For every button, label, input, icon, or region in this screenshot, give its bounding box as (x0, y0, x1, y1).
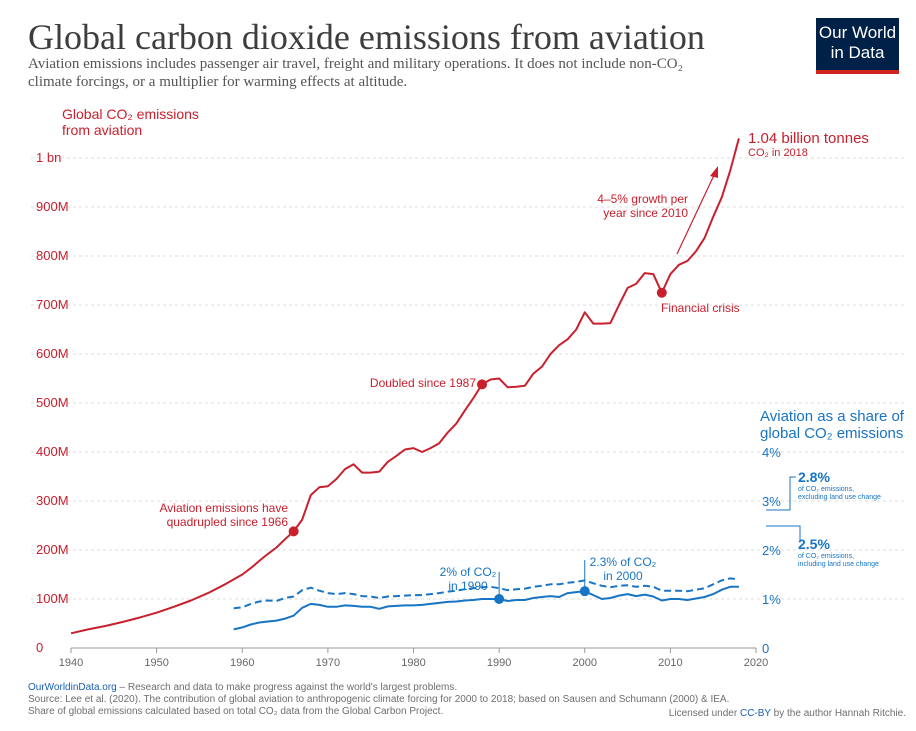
logo-accent-bar (816, 70, 899, 74)
right-tick-label: 1% (762, 592, 781, 607)
left-tick-label: 600M (36, 346, 69, 361)
end-label-emissions-value: 1.04 billion tonnes (748, 130, 869, 147)
chart-title: Global carbon dioxide emissions from avi… (28, 17, 705, 57)
logo-line-2: in Data (830, 43, 885, 62)
left-tick-label: 900M (36, 199, 69, 214)
left-tick-label: 700M (36, 297, 69, 312)
end-label-share-incl-note-2: including land use change (798, 561, 879, 568)
annotation-financial-crisis-line: Financial crisis (661, 301, 740, 315)
x-tick-label: 1990 (487, 657, 511, 669)
left-tick-label: 400M (36, 444, 69, 459)
footer-source: Source: Lee et al. (2020). The contribut… (28, 694, 730, 705)
annotation-2000: 2.3% of CO₂ in 2000 (590, 555, 657, 583)
annotation-growth-line: 4–5% growth per (597, 192, 688, 206)
emissions-line (70, 138, 740, 635)
left-axis-title: Global CO₂ emissions from aviation (62, 106, 199, 138)
annotation-quadrupled: Aviation emissions have quadrupled since … (159, 501, 288, 529)
subtitle-line-2: climate forcings, or a multiplier for wa… (28, 74, 408, 90)
annotation-doubled-line: Doubled since 1987 (370, 376, 476, 390)
left-tick-label: 200M (36, 542, 69, 557)
marker-2009 (656, 287, 667, 298)
annotation-1990: 2% of CO₂ in 1990 (440, 565, 497, 593)
right-axis-title: Aviation as a share of global CO₂ emissio… (760, 408, 905, 442)
left-tick-label: 500M (36, 395, 69, 410)
end-label-share-excl-note-2: excluding land use change (798, 494, 881, 501)
chart-subtitle: Aviation emissions includes passenger ai… (28, 55, 798, 91)
annotation-1990-line: in 1990 (448, 579, 488, 593)
chart-footer: OurWorldinData.org – Research and data t… (28, 682, 908, 718)
growth-arrow-line (676, 172, 716, 255)
left-axis-title-line: from aviation (62, 122, 142, 138)
license-link[interactable]: CC-BY (739, 708, 771, 719)
right-tick-label: 2% (762, 543, 781, 558)
license-prefix: Licensed under (668, 708, 740, 719)
right-tick-label: 4% (762, 445, 781, 460)
right-tick-label: 0 (762, 641, 769, 656)
right-axis-title-line: Aviation as a share of (760, 408, 905, 425)
annotation-financial-crisis: Financial crisis (661, 301, 740, 315)
marker-1988 (477, 379, 487, 390)
growth-arrowhead (710, 166, 718, 178)
end-label-share-incl-value: 2.5% (798, 536, 830, 552)
owid-link[interactable]: OurWorldinData.org (28, 682, 117, 693)
left-tick-label: 800M (36, 248, 69, 263)
annotation-doubled: Doubled since 1987 (370, 376, 476, 390)
logo-line-1: Our World (818, 23, 897, 42)
annotation-growth-line: year since 2010 (603, 206, 688, 220)
bracket-incl (766, 525, 801, 540)
annotation-2000-line: in 2000 (603, 569, 643, 583)
share-excl-land-use-line (233, 577, 740, 610)
bracket-excl (766, 476, 796, 511)
x-tick-label: 2020 (744, 657, 768, 669)
annotation-2000-line: 2.3% of CO₂ (590, 555, 657, 569)
x-tick-label: 1940 (59, 657, 83, 669)
license-text: Licensed under CC-BY by the author Hanna… (669, 708, 906, 719)
annotation-growth: 4–5% growth per year since 2010 (597, 192, 688, 220)
marker-1966 (288, 526, 299, 537)
x-tick-label: 1980 (401, 657, 425, 669)
x-tick-label: 2010 (658, 657, 682, 669)
share-incl-land-use-line (233, 585, 739, 631)
footer-tagline: – Research and data to make progress aga… (116, 682, 458, 693)
left-tick-label: 300M (36, 493, 69, 508)
right-axis-title-line: global CO₂ emissions (760, 425, 903, 442)
left-tick-label: 0 (36, 640, 43, 655)
end-label-emissions-unit: CO₂ in 2018 (748, 147, 808, 159)
left-axis-title-line: Global CO₂ emissions (62, 106, 199, 122)
end-label-share-incl-note-1: of CO₂ emissions, (798, 553, 854, 560)
x-tick-label: 2000 (573, 657, 597, 669)
annotation-1990-line: 2% of CO₂ (440, 565, 497, 579)
left-tick-label: 1 bn (36, 150, 61, 165)
footer-tagline-line: OurWorldinData.org – Research and data t… (28, 682, 908, 694)
owid-logo[interactable]: Our World in Data (816, 18, 899, 74)
right-tick-label: 3% (762, 494, 781, 509)
annotation-quadrupled-line: Aviation emissions have (159, 501, 288, 515)
x-tick-label: 1960 (230, 657, 254, 669)
x-tick-label: 1950 (144, 657, 168, 669)
footer-note: Share of global emissions calculated bas… (28, 706, 444, 717)
end-label-share-excl-value: 2.8% (798, 469, 830, 485)
x-tick-label: 1970 (316, 657, 340, 669)
annotation-quadrupled-line: quadrupled since 1966 (167, 515, 289, 529)
subtitle-line-1: Aviation emissions includes passenger ai… (28, 56, 683, 72)
end-label-share-excl-note-1: of CO₂ emissions, (798, 486, 854, 493)
left-tick-label: 100M (36, 591, 69, 606)
license-suffix: by the author Hannah Ritchie. (770, 708, 906, 719)
